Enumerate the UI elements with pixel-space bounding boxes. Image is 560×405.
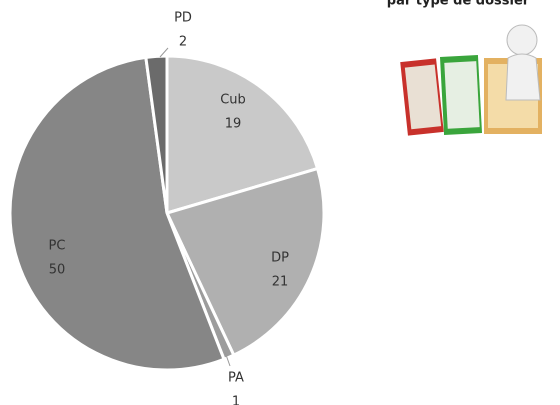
pie-slice (8, 55, 226, 372)
slice-label: PA (228, 371, 244, 386)
pie-slice (165, 54, 320, 216)
slice-label: PD (174, 11, 192, 26)
slice-label: DP (271, 251, 289, 266)
slice-value: 2 (179, 35, 187, 50)
slice-label: Cub (220, 93, 246, 108)
slice-value: 50 (49, 263, 66, 278)
leader-line (159, 47, 169, 58)
slice-value: 19 (225, 117, 242, 132)
pie-slice (164, 166, 326, 358)
slice-label: PC (49, 239, 66, 254)
chart-title: par type de dossier (387, 0, 530, 9)
slice-value: 1 (232, 395, 240, 405)
folders-illustration (400, 24, 542, 136)
pie-slice (144, 54, 169, 214)
leader-line (224, 351, 231, 367)
slice-value: 21 (272, 275, 289, 290)
